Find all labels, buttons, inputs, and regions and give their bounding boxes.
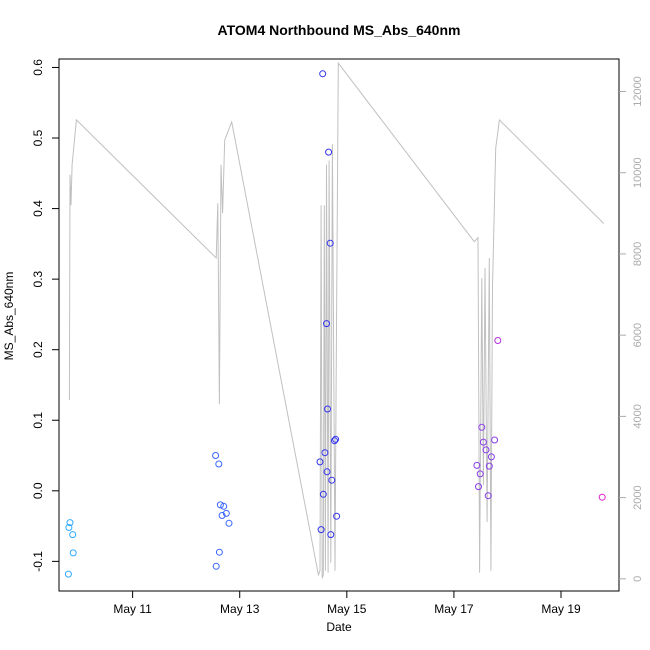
data-point [473,461,481,469]
data-point [331,437,338,445]
data-point [323,468,331,476]
data-point [321,449,329,457]
data-point [327,531,335,539]
points-layer [64,70,606,578]
data-point [212,562,220,570]
data-point [479,438,487,446]
data-point [216,501,224,509]
data-point [225,519,233,527]
data-point [478,423,486,431]
data-point [319,490,327,498]
data-point [215,548,223,556]
x-tick-label: May 11 [113,602,152,616]
data-point [323,320,330,328]
data-point [218,512,226,519]
right-y-tick-label: 10000 [632,157,644,188]
right-y-tick-label: 12000 [632,76,644,107]
data-point [212,452,220,459]
right-y-tick-label: 2000 [632,485,644,509]
data-point [476,470,484,478]
data-point [494,337,502,344]
data-point [333,512,341,520]
y-tick-label: 0.0 [31,482,45,499]
data-point [316,458,324,466]
right-y-tick-label: 0 [632,576,644,582]
y-tick-label: 0.3 [31,270,45,287]
data-point [328,476,336,484]
y-axis-title: MS_Abs_640nm [2,272,16,361]
x-tick-label: May 15 [327,602,367,616]
data-point [487,453,495,461]
data-point [220,502,228,510]
data-point [69,549,77,557]
data-point [325,148,333,156]
x-tick-label: May 13 [220,602,260,616]
data-point [317,526,325,534]
y-tick-label: 0.6 [31,59,45,76]
secondary-line-layer [68,61,605,579]
data-point [482,446,490,454]
x-axis-title: Date [326,620,352,634]
data-point [65,524,73,531]
y-tick-label: 0.5 [31,129,45,146]
data-point [319,70,327,78]
data-point [475,483,482,491]
y-tick-label: 0.1 [31,412,45,429]
y-tick-label: -0.1 [31,551,45,572]
data-point [69,531,77,539]
secondary-series-line [68,61,605,579]
plot-area-frame [58,58,620,592]
data-point [66,519,74,527]
right-y-tick-label: 8000 [632,242,644,266]
data-point [215,460,223,468]
data-point [332,435,340,443]
data-point [64,570,72,578]
y-tick-label: 0.2 [31,341,45,358]
data-point [598,493,606,501]
data-point [491,436,499,444]
x-tick-label: May 19 [541,602,581,616]
data-point [326,239,334,247]
data-point [324,405,331,413]
x-tick-label: May 17 [434,602,474,616]
right-y-tick-label: 4000 [632,404,644,428]
data-point [485,462,493,470]
y-tick-label: 0.4 [31,200,45,217]
right-y-tick-label: 6000 [632,323,644,347]
right-y-axis: 0 2000 4000 6000 8000 10000 12000 [619,76,644,582]
y-axis: -0.1 0.0 0.1 0.2 0.3 0.4 0.5 0.6 [31,59,59,572]
x-axis: May 11 May 13 May 15 May 17 May 19 [113,591,581,616]
chart-title: ATOM4 Northbound MS_Abs_640nm [218,22,461,38]
data-point [222,509,230,517]
data-point [484,492,492,500]
